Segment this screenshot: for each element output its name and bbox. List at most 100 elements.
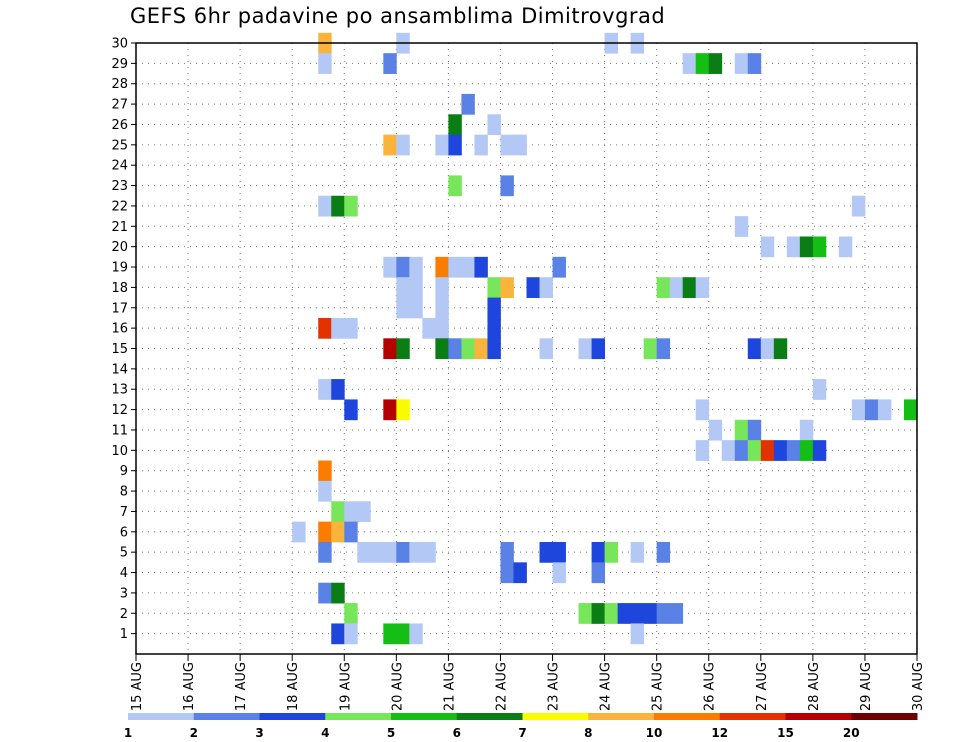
heatmap-cell xyxy=(656,277,671,298)
heatmap-cell xyxy=(422,541,436,563)
heatmap-cell xyxy=(851,399,866,421)
heatmap-cell xyxy=(409,297,423,319)
heatmap-cell xyxy=(760,440,775,461)
colorbar-label: 5 xyxy=(387,726,395,740)
heatmap-cell xyxy=(721,440,736,461)
heatmap-cell xyxy=(344,399,358,421)
heatmap-cell xyxy=(331,501,345,523)
heatmap-cell xyxy=(435,256,449,278)
y-tick-label: 10 xyxy=(111,444,128,459)
heatmap-cell xyxy=(396,134,410,156)
heatmap-cell xyxy=(318,541,332,563)
heatmap-cell xyxy=(487,338,501,360)
heatmap-cell xyxy=(630,603,645,624)
heatmap-cell xyxy=(591,562,605,584)
heatmap-cell xyxy=(695,440,710,461)
heatmap-cell xyxy=(695,399,710,421)
heatmap-cell xyxy=(539,338,553,360)
y-tick-label: 7 xyxy=(120,505,128,520)
heatmap-cell xyxy=(903,399,918,421)
x-tick-label: 20 AUG xyxy=(390,662,405,711)
heatmap-cell xyxy=(500,134,514,156)
heatmap-cell xyxy=(396,277,410,298)
heatmap-cell xyxy=(500,541,514,563)
y-tick-label: 5 xyxy=(120,546,128,561)
heatmap-cell xyxy=(435,338,449,360)
y-tick-label: 24 xyxy=(111,159,128,174)
x-tick-label: 18 AUG xyxy=(286,662,301,711)
heatmap-cell xyxy=(474,134,488,156)
heatmap-cell xyxy=(838,236,853,258)
heatmap-cell xyxy=(578,338,592,360)
heatmap-cell xyxy=(292,521,306,543)
heatmap-cell xyxy=(448,256,462,278)
heatmap-cell xyxy=(448,114,462,136)
heatmap-cell xyxy=(513,562,527,584)
heatmap-cell xyxy=(812,379,827,400)
heatmap-cell xyxy=(331,623,345,645)
heatmap-cell xyxy=(396,297,410,319)
heatmap-cell xyxy=(318,460,332,482)
heatmap-cell xyxy=(643,338,658,360)
heatmap-cell xyxy=(435,134,449,156)
y-tick-label: 11 xyxy=(111,423,128,438)
colorbar-label: 10 xyxy=(646,726,663,740)
heatmap-cell xyxy=(682,277,697,298)
heatmap-cell xyxy=(643,603,658,624)
heatmap-cell xyxy=(396,338,410,360)
heatmap-cell xyxy=(396,623,410,645)
colorbar-swatch xyxy=(128,713,195,720)
heatmap-cell xyxy=(435,317,449,339)
heatmap-cell xyxy=(318,379,332,400)
colorbar-swatch xyxy=(851,713,918,720)
y-tick-label: 17 xyxy=(111,301,128,316)
heatmap-cell xyxy=(383,399,397,421)
heatmap-cell xyxy=(799,236,814,258)
x-tick-label: 25 AUG xyxy=(651,662,666,711)
heatmap-cell xyxy=(539,541,553,563)
colorbar-label: 15 xyxy=(777,726,794,740)
colorbar-swatch xyxy=(193,713,260,720)
heatmap-cell xyxy=(396,541,410,563)
y-tick-label: 15 xyxy=(111,342,128,357)
heatmap-cell xyxy=(682,53,697,74)
heatmap-cell xyxy=(331,317,345,339)
heatmap-cell xyxy=(409,256,423,278)
heatmap-cell xyxy=(318,521,332,543)
heatmap-cell xyxy=(370,541,384,563)
colorbar-label: 1 xyxy=(124,726,132,740)
heatmap-cell xyxy=(656,541,671,563)
heatmap-cell xyxy=(812,440,827,461)
heatmap-cell xyxy=(747,419,762,441)
heatmap-cell xyxy=(331,582,345,604)
heatmap-cell xyxy=(799,440,814,461)
heatmap-cell xyxy=(448,175,462,197)
y-tick-label: 2 xyxy=(120,607,128,622)
heatmap-cell xyxy=(487,277,501,298)
heatmap-cell xyxy=(695,53,710,74)
heatmap-cell xyxy=(851,195,866,217)
heatmap-cell xyxy=(435,297,449,319)
y-tick-label: 8 xyxy=(120,485,128,500)
y-tick-label: 30 xyxy=(111,37,128,52)
colorbar-swatch xyxy=(785,713,852,720)
heatmap-cell xyxy=(760,338,775,360)
heatmap-cell xyxy=(487,297,501,319)
colorbar-label: 4 xyxy=(321,726,329,740)
heatmap-cell xyxy=(448,134,462,156)
heatmap-cell xyxy=(877,399,892,421)
y-tick-label: 19 xyxy=(111,261,128,276)
heatmap-cell xyxy=(617,603,632,624)
heatmap-cell xyxy=(344,195,358,217)
y-tick-label: 9 xyxy=(120,464,128,479)
colorbar-swatch xyxy=(522,713,589,720)
colorbar-label: 7 xyxy=(518,726,526,740)
x-tick-label: 16 AUG xyxy=(182,662,197,711)
heatmap-cell xyxy=(591,338,605,360)
y-tick-label: 22 xyxy=(111,199,128,214)
heatmap-cell xyxy=(760,236,775,258)
y-tick-label: 20 xyxy=(111,240,128,255)
heatmap-cell xyxy=(422,317,436,339)
x-tick-label: 22 AUG xyxy=(494,662,509,711)
x-tick-label: 24 AUG xyxy=(599,662,614,711)
